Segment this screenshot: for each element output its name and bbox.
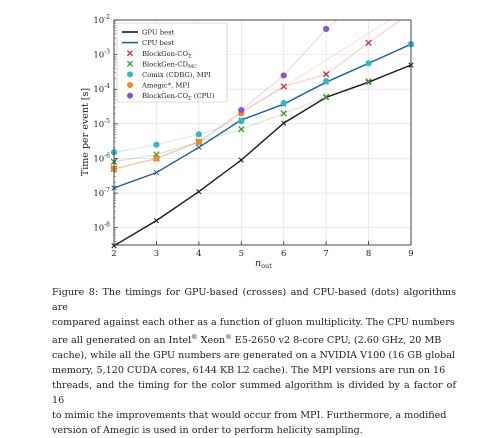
legend-label: CPU best	[142, 39, 174, 47]
legend-entry: Amegic*, MPI	[127, 82, 190, 90]
line-point-marker	[281, 120, 287, 126]
line-point-marker	[153, 217, 160, 224]
line-point-marker	[238, 157, 244, 163]
caption-line-7: to mimic the improvements that would occ…	[52, 410, 447, 422]
y-tick-label: 10-5	[93, 118, 110, 130]
x-axis-ticks: 2 3 4 5 6 7 8 9	[111, 241, 414, 259]
series-line	[113, 43, 412, 189]
series-line	[113, 64, 412, 247]
caption-line-8: version of Amegic is used in order to pe…	[52, 425, 363, 437]
series	[110, 41, 415, 156]
legend-dot-swatch	[127, 92, 133, 99]
legend-entry: BlockGen-CDMC	[126, 60, 197, 70]
x-axis-label: nout	[255, 258, 272, 270]
line-point-marker	[111, 243, 117, 249]
dot-marker	[280, 72, 287, 79]
legend-label: BlockGen-CDMC	[142, 60, 197, 70]
dot-marker	[238, 118, 245, 125]
legend: GPU best CPU best BlockGen-COΣBlockGen-CDM…	[116, 22, 228, 103]
line-point-marker	[196, 188, 202, 195]
dot-marker	[153, 141, 160, 148]
x-tick-label: 9	[408, 249, 413, 259]
legend-label: Comix (CDBG), MPI	[142, 71, 211, 79]
legend-entry: CPU best	[122, 39, 174, 47]
caption-line-3: are all generated on an Intel® Xeon® E5-…	[52, 333, 442, 347]
legend-label: BlockGen-COΣ (CPU)	[142, 92, 215, 102]
figure-caption: Figure 8: The timings for GPU-based (cro…	[52, 285, 456, 438]
caption-line-6: threads, and the timing for the color su…	[52, 380, 456, 407]
plot-frame	[113, 19, 412, 246]
legend-cross-swatch	[126, 60, 134, 67]
dot-marker	[323, 25, 330, 33]
cross-marker	[280, 83, 287, 90]
x-tick-label: 7	[323, 249, 328, 259]
cross-marker	[365, 39, 372, 47]
legend-cross-swatch	[126, 50, 134, 57]
extrapolation-line	[113, 65, 412, 163]
cross-marker	[322, 71, 330, 78]
legend-entry: BlockGen-COΣ (CPU)	[127, 92, 215, 102]
y-tick-label: 10-4	[93, 83, 110, 95]
chart-grid	[113, 19, 412, 245]
dot-marker	[280, 99, 287, 107]
legend-label: GPU best	[142, 29, 175, 37]
y-tick-label: 10-3	[93, 49, 110, 61]
y-tick-label: 10-8	[93, 222, 110, 234]
legend-box	[116, 22, 228, 103]
x-tick-label: 6	[281, 249, 286, 259]
line-point-marker	[196, 144, 202, 150]
legend-label: Amegic*, MPI	[141, 82, 190, 90]
series	[111, 62, 414, 249]
cross-marker	[238, 125, 245, 133]
y-tick-label: 10-7	[93, 187, 110, 199]
x-tick-label: 5	[239, 249, 244, 259]
series	[110, 110, 245, 172]
dot-marker	[323, 78, 330, 85]
series	[238, 25, 330, 114]
caption-line-1: Figure 8: The timings for GPU-based (cro…	[52, 287, 456, 313]
legend-entry: GPU best	[122, 29, 175, 37]
caption-line-2: compared against each other as a functio…	[52, 317, 455, 328]
dot-marker	[238, 106, 245, 114]
cross-marker	[322, 93, 330, 101]
legend-dot-swatch	[127, 82, 133, 88]
y-axis-label: Time per event [s]	[80, 88, 91, 176]
y-axis-ticks: 10-8 10-7 10-6 10-5 10-4 10-3 10-2	[93, 14, 118, 242]
x-tick-label: 8	[366, 249, 371, 259]
legend-entry: Comix (CDBG), MPI	[127, 71, 211, 79]
timing-chart: 2 3 4 5 6 7 8 9 10-8 10-7 10-6 10-5 10-4 10-3 10-2 no…	[80, 14, 415, 270]
x-tick-label: 2	[111, 249, 116, 259]
dot-marker	[153, 155, 160, 162]
dot-marker	[195, 138, 202, 146]
y-tick-label: 10-2	[93, 14, 110, 26]
y-tick-label: 10-6	[93, 152, 110, 164]
dot-marker	[195, 131, 202, 138]
legend-label: BlockGen-COΣ	[142, 50, 192, 60]
caption-line-4: cache), while all the GPU numbers are ge…	[52, 350, 456, 362]
legend-dot-swatch	[127, 71, 133, 78]
line-point-marker	[153, 169, 160, 176]
x-tick-label: 3	[154, 249, 159, 259]
extrapolation-line	[240, 19, 338, 111]
cross-marker	[280, 110, 287, 117]
caption-line-5: memory, 5,120 CUDA cores, 6144 KB L2 cac…	[52, 365, 446, 377]
cross-marker	[365, 77, 372, 85]
extrapolation-line	[113, 19, 401, 170]
legend-entry: BlockGen-COΣ	[126, 50, 192, 60]
data-series	[110, 25, 415, 249]
dot-marker	[365, 60, 372, 67]
x-tick-label: 4	[196, 249, 201, 259]
